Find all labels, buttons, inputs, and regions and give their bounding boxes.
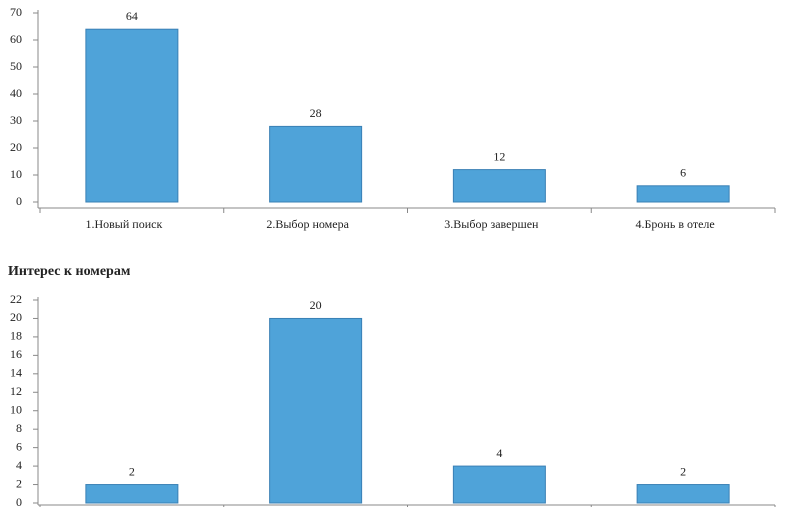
x-tick-label: 3.Выбор завершен [444, 217, 539, 231]
y-tick-label: 0 [16, 194, 22, 208]
data-label: 6 [680, 166, 686, 180]
bar [452, 169, 546, 203]
y-tick-label: 70 [10, 5, 22, 19]
y-tick-label: 4 [16, 458, 22, 472]
y-tick-label: 16 [10, 347, 22, 361]
y-tick-label: 20 [10, 140, 22, 154]
x-tick-label: 1.Новый поиск [85, 217, 162, 231]
data-label: 64 [126, 9, 138, 23]
data-label: 4 [496, 446, 502, 460]
bar [269, 125, 363, 203]
y-tick-label: 22 [10, 292, 22, 306]
data-label: 2 [129, 464, 135, 478]
y-tick-label: 10 [10, 167, 22, 181]
bar [269, 317, 363, 504]
chart-title: Интерес к номерам [8, 264, 131, 279]
bar [636, 185, 730, 203]
data-label: 20 [310, 298, 322, 312]
bar [85, 484, 179, 504]
y-tick-label: 12 [10, 384, 22, 398]
y-tick-label: 6 [16, 439, 22, 453]
y-tick-label: 10 [10, 402, 22, 416]
y-tick-label: 0 [16, 495, 22, 507]
data-label: 2 [680, 464, 686, 478]
y-tick-label: 20 [10, 310, 22, 324]
bar [85, 28, 179, 203]
bar [452, 465, 546, 504]
y-tick-label: 60 [10, 32, 22, 46]
data-label: 28 [310, 106, 322, 120]
y-tick-label: 2 [16, 476, 22, 490]
y-tick-label: 18 [10, 329, 22, 343]
data-label: 12 [493, 149, 505, 163]
x-tick-label: 2.Выбор номера [266, 217, 349, 231]
y-tick-label: 8 [16, 421, 22, 435]
x-tick-label: 4.Бронь в отеле [636, 217, 715, 231]
y-tick-label: 30 [10, 113, 22, 127]
y-tick-label: 40 [10, 86, 22, 100]
y-tick-label: 14 [10, 366, 22, 380]
bar [636, 484, 730, 504]
y-tick-label: 50 [10, 59, 22, 73]
